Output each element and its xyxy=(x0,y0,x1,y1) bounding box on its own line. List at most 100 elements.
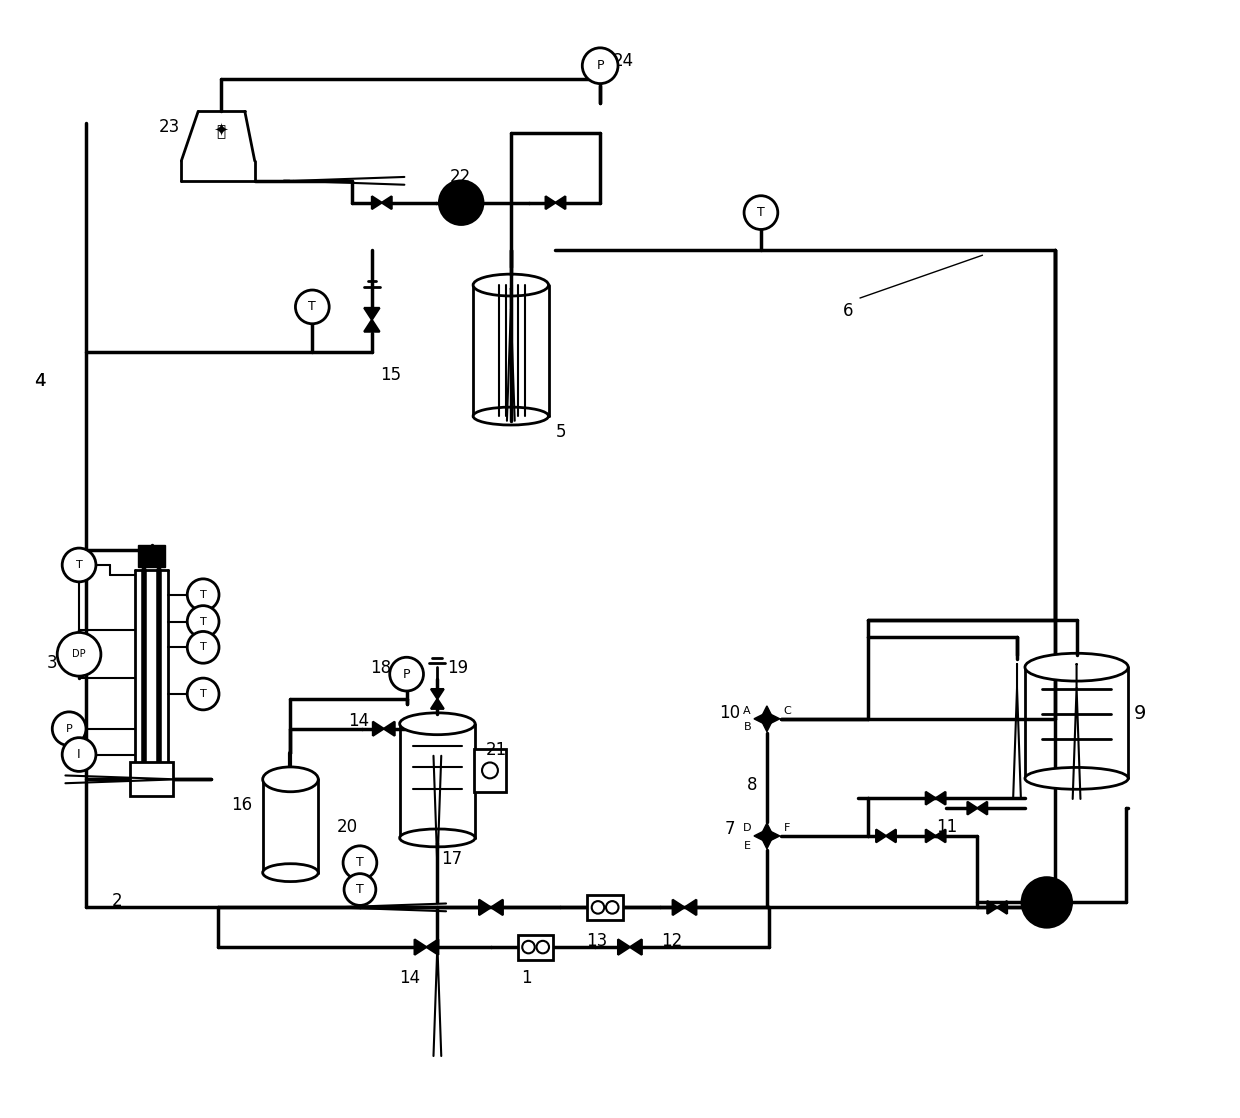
Text: P: P xyxy=(403,667,410,681)
Text: P: P xyxy=(596,59,604,73)
Text: 13: 13 xyxy=(587,932,608,950)
Polygon shape xyxy=(877,830,887,842)
Polygon shape xyxy=(926,792,936,805)
Polygon shape xyxy=(618,939,630,955)
Polygon shape xyxy=(684,900,697,916)
Polygon shape xyxy=(936,792,946,805)
Ellipse shape xyxy=(474,407,548,425)
Polygon shape xyxy=(630,939,642,955)
Polygon shape xyxy=(372,197,382,209)
Circle shape xyxy=(744,196,777,229)
Polygon shape xyxy=(365,307,379,320)
Text: 5: 5 xyxy=(556,423,565,440)
Text: 7: 7 xyxy=(724,819,735,838)
Polygon shape xyxy=(427,939,439,955)
Text: P: P xyxy=(66,723,72,733)
Polygon shape xyxy=(432,699,444,709)
Text: F: F xyxy=(784,823,790,833)
Circle shape xyxy=(187,679,219,710)
Polygon shape xyxy=(760,836,774,849)
Text: 14: 14 xyxy=(399,969,420,987)
Text: 1: 1 xyxy=(521,969,532,987)
Polygon shape xyxy=(987,901,997,913)
Text: T: T xyxy=(200,643,207,652)
Text: DP: DP xyxy=(72,650,86,660)
Text: T: T xyxy=(200,589,207,599)
Text: 22: 22 xyxy=(449,168,470,186)
Polygon shape xyxy=(754,830,766,842)
Polygon shape xyxy=(967,802,977,815)
Polygon shape xyxy=(383,721,394,736)
Text: E: E xyxy=(744,841,751,851)
Text: 4: 4 xyxy=(35,372,46,390)
Bar xyxy=(474,749,506,793)
Polygon shape xyxy=(546,197,556,209)
Text: T: T xyxy=(200,689,207,699)
Circle shape xyxy=(482,762,498,778)
Bar xyxy=(138,546,165,567)
Text: C: C xyxy=(784,705,791,716)
Circle shape xyxy=(187,632,219,663)
Polygon shape xyxy=(556,197,565,209)
Polygon shape xyxy=(926,830,936,842)
Circle shape xyxy=(52,712,86,746)
Circle shape xyxy=(187,579,219,610)
Text: I: I xyxy=(77,748,81,761)
Polygon shape xyxy=(479,900,491,916)
Text: 19: 19 xyxy=(448,660,469,678)
Text: ✦: ✦ xyxy=(213,122,228,140)
Text: T: T xyxy=(200,616,207,626)
Text: A: A xyxy=(744,705,751,716)
Text: 14: 14 xyxy=(348,712,370,730)
Circle shape xyxy=(522,941,534,954)
Circle shape xyxy=(295,290,329,324)
Circle shape xyxy=(343,846,377,880)
Text: 23: 23 xyxy=(159,119,180,136)
Circle shape xyxy=(1022,878,1071,927)
Ellipse shape xyxy=(399,828,475,846)
Ellipse shape xyxy=(474,274,548,296)
Text: T: T xyxy=(309,301,316,313)
Polygon shape xyxy=(760,705,774,719)
Circle shape xyxy=(591,901,604,913)
Circle shape xyxy=(343,873,376,906)
Polygon shape xyxy=(760,719,774,731)
Text: T: T xyxy=(76,560,82,570)
Text: 3: 3 xyxy=(46,654,57,672)
Text: B: B xyxy=(744,722,751,732)
Text: 2: 2 xyxy=(112,892,123,910)
Text: 20: 20 xyxy=(337,818,358,836)
Polygon shape xyxy=(977,802,987,815)
Text: 18: 18 xyxy=(370,660,391,678)
Text: 17: 17 xyxy=(441,850,463,868)
Text: 16: 16 xyxy=(231,796,252,814)
Polygon shape xyxy=(432,689,444,699)
Polygon shape xyxy=(997,901,1007,913)
Ellipse shape xyxy=(1025,653,1128,681)
Text: T: T xyxy=(356,883,363,896)
Ellipse shape xyxy=(263,767,319,792)
Bar xyxy=(130,762,174,796)
Text: 11: 11 xyxy=(936,818,957,836)
Circle shape xyxy=(439,181,484,225)
Polygon shape xyxy=(754,712,766,726)
Circle shape xyxy=(62,738,95,771)
Text: 6: 6 xyxy=(843,302,854,320)
Text: 9: 9 xyxy=(1135,704,1147,723)
Text: 10: 10 xyxy=(719,704,740,722)
Polygon shape xyxy=(760,823,774,836)
Polygon shape xyxy=(766,712,780,726)
Bar xyxy=(588,894,622,920)
Polygon shape xyxy=(766,830,780,842)
Circle shape xyxy=(62,548,95,581)
Polygon shape xyxy=(414,939,427,955)
Text: 8: 8 xyxy=(746,776,758,795)
Polygon shape xyxy=(936,830,946,842)
Circle shape xyxy=(187,606,219,637)
Circle shape xyxy=(537,941,549,954)
Ellipse shape xyxy=(399,713,475,735)
Circle shape xyxy=(389,657,424,691)
Text: 12: 12 xyxy=(661,932,682,950)
Text: 24: 24 xyxy=(613,51,634,69)
Polygon shape xyxy=(382,197,392,209)
